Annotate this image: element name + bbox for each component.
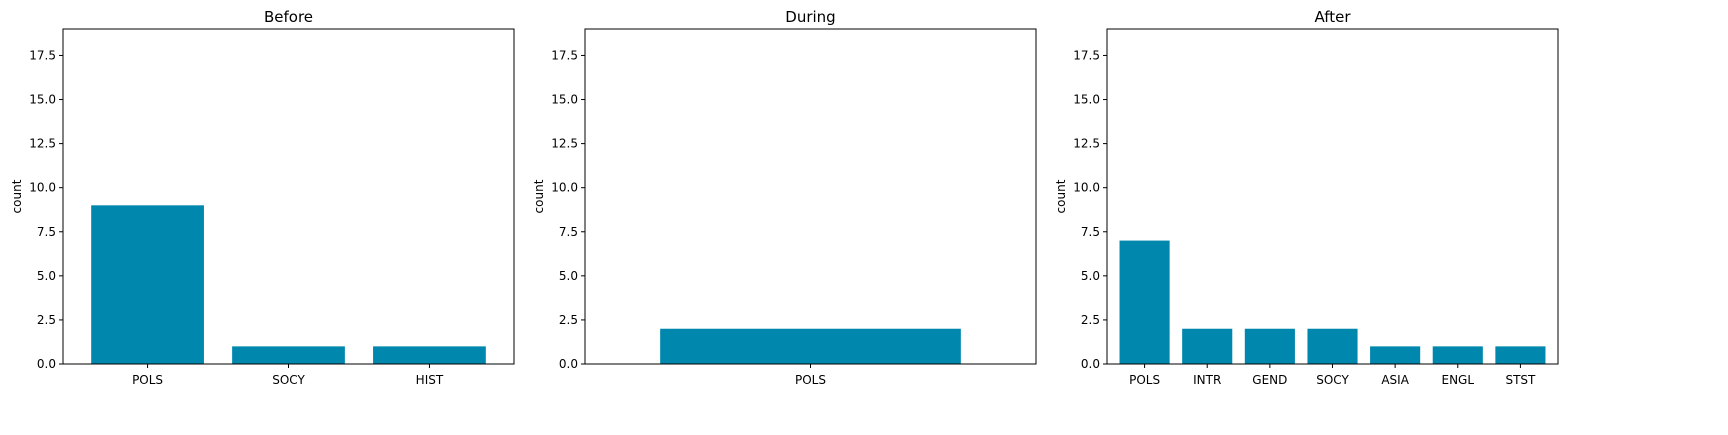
bar-intr: [1182, 328, 1233, 364]
chart-title: Before: [264, 8, 313, 26]
y-axis-label: count: [1054, 179, 1068, 213]
y-tick-label: 5.0: [37, 269, 56, 283]
y-tick-label: 10.0: [1073, 181, 1100, 195]
x-tick-label: POLS: [1129, 373, 1160, 387]
y-tick-label: 15.0: [1073, 93, 1100, 107]
bar-pols: [1119, 240, 1170, 364]
y-tick-label: 7.5: [1081, 225, 1100, 239]
y-tick-label: 10.0: [551, 181, 578, 195]
plot-frame: [1106, 28, 1559, 365]
y-tick-label: 2.5: [1081, 313, 1100, 327]
bar-socy: [1307, 328, 1358, 364]
chart-panel-2: During count 0.0 2.5 5.0 7.5 10.0 12.5 15.0 17.5 P…: [532, 8, 1037, 387]
y-tick-label: 12.5: [29, 137, 56, 151]
x-tick-label: STST: [1505, 373, 1536, 387]
x-tick-label: POLS: [132, 373, 163, 387]
y-tick-label: 0.0: [37, 357, 56, 371]
y-tick-label: 7.5: [37, 225, 56, 239]
y-tick-label: 17.5: [29, 48, 56, 62]
plot-frame: [584, 28, 1037, 365]
x-tick-label: ASIA: [1381, 373, 1409, 387]
bar-asia: [1370, 346, 1421, 364]
x-tick-label: SOCY: [1316, 373, 1349, 387]
y-tick-label: 15.0: [29, 93, 56, 107]
y-tick-label: 5.0: [1081, 269, 1100, 283]
chart-title: During: [785, 8, 835, 26]
y-tick-label: 12.5: [551, 137, 578, 151]
y-axis-label: count: [10, 179, 24, 213]
chart-panel-1: Before count 0.0 2.5 5.0 7.5 10.0 12.5 15.0 17.5 P…: [10, 8, 515, 387]
y-tick-label: 7.5: [559, 225, 578, 239]
bar-pols: [91, 205, 204, 364]
x-tick-label: SOCY: [272, 373, 305, 387]
y-axis-label: count: [532, 179, 546, 213]
bar-pols: [660, 328, 961, 364]
bar-engl: [1432, 346, 1483, 364]
y-tick-label: 0.0: [559, 357, 578, 371]
x-tick-label: GEND: [1252, 373, 1287, 387]
y-tick-label: 5.0: [559, 269, 578, 283]
x-tick-label: ENGL: [1442, 373, 1475, 387]
bar-stst: [1495, 346, 1546, 364]
x-tick-label: INTR: [1193, 373, 1221, 387]
bar-hist: [373, 346, 486, 364]
chart-title: After: [1314, 8, 1351, 26]
y-tick-label: 0.0: [1081, 357, 1100, 371]
y-tick-label: 12.5: [1073, 137, 1100, 151]
y-tick-label: 10.0: [29, 181, 56, 195]
x-tick-label: POLS: [795, 373, 826, 387]
x-tick-label: HIST: [416, 373, 444, 387]
plot-frame: [62, 28, 515, 365]
y-tick-label: 17.5: [551, 48, 578, 62]
y-tick-label: 2.5: [559, 313, 578, 327]
bar-gend: [1244, 328, 1295, 364]
chart-panel-3: After count 0.0 2.5 5.0 7.5 10.0 12.5 15.0 17.5 PO…: [1054, 8, 1559, 387]
bar-socy: [232, 346, 345, 364]
y-tick-label: 17.5: [1073, 48, 1100, 62]
y-tick-label: 15.0: [551, 93, 578, 107]
y-tick-label: 2.5: [37, 313, 56, 327]
